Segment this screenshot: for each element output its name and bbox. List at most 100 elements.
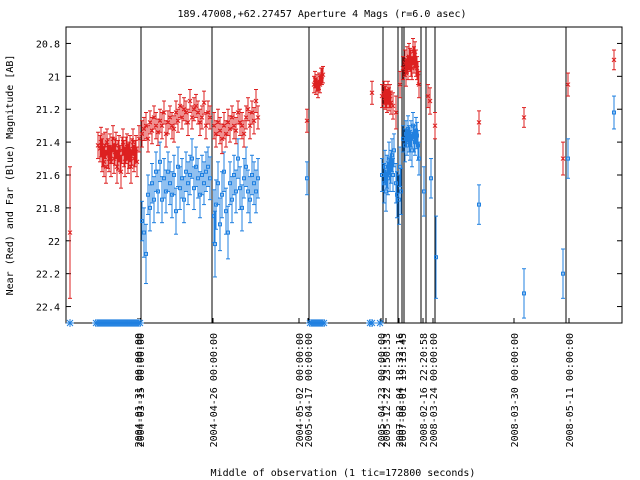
y-tick-label: 22.4	[36, 303, 60, 314]
data-point	[432, 112, 438, 140]
data-point	[399, 167, 403, 215]
point-marker	[144, 251, 148, 256]
data-point	[150, 162, 154, 204]
point-marker	[136, 136, 142, 142]
data-point	[148, 184, 152, 232]
data-point	[192, 166, 196, 211]
point-marker	[183, 110, 189, 115]
baseline-marker	[136, 319, 144, 327]
point-marker	[190, 156, 194, 161]
point-marker	[223, 131, 229, 137]
data-point	[429, 158, 433, 199]
data-point	[434, 215, 438, 299]
data-point	[235, 100, 241, 125]
point-marker	[181, 106, 187, 112]
data-point	[566, 138, 570, 179]
point-marker	[127, 146, 133, 152]
data-point	[560, 141, 566, 176]
point-marker	[409, 65, 415, 71]
data-point	[416, 70, 422, 99]
x-tick-label: 2008-03-30 00:00:00	[510, 333, 521, 447]
point-marker	[251, 118, 257, 124]
data-point	[425, 84, 431, 109]
data-point	[171, 115, 177, 143]
data-point	[197, 108, 203, 137]
x-tick-label: 2008-03-24 00:00:00	[429, 333, 440, 447]
point-marker	[476, 120, 482, 125]
point-marker	[561, 271, 565, 276]
data-point	[207, 105, 213, 130]
data-point	[186, 161, 190, 206]
data-point	[191, 97, 197, 122]
data-point	[152, 176, 156, 224]
point-marker	[236, 156, 240, 161]
data-point	[244, 146, 248, 188]
point-marker	[213, 131, 219, 137]
point-marker	[201, 100, 207, 105]
point-marker	[416, 82, 422, 87]
data-point	[165, 110, 171, 135]
point-marker	[161, 110, 167, 115]
y-tick-label: 21.2	[36, 105, 60, 116]
data-point	[226, 205, 230, 260]
data-point	[213, 120, 219, 148]
x-tick-label: 2004-05-02 00:00:00	[295, 333, 306, 447]
point-marker	[182, 197, 186, 202]
baseline-marker-stroke	[368, 319, 376, 327]
point-marker	[157, 118, 163, 124]
point-marker	[226, 230, 230, 235]
y-tick-label: 21.4	[36, 138, 60, 149]
point-marker	[208, 176, 212, 181]
point-marker	[231, 123, 237, 129]
point-marker	[165, 120, 171, 125]
point-marker	[388, 100, 394, 105]
point-marker	[565, 82, 571, 87]
data-point	[215, 108, 221, 137]
data-point	[190, 138, 194, 179]
data-point	[233, 116, 239, 145]
data-point	[225, 108, 231, 137]
data-point	[193, 93, 199, 118]
point-marker	[213, 242, 217, 247]
data-point	[203, 112, 209, 140]
baseline-marker	[376, 319, 384, 327]
data-point	[477, 184, 481, 225]
data-point	[234, 169, 238, 214]
y-tick-label: 20.8	[36, 39, 60, 50]
point-marker	[220, 192, 224, 197]
data-point	[392, 133, 396, 168]
point-marker	[197, 120, 203, 125]
data-point	[189, 105, 195, 130]
point-marker	[179, 115, 185, 120]
data-point	[245, 97, 251, 122]
point-marker	[189, 115, 195, 120]
data-point	[178, 166, 182, 211]
point-marker	[216, 181, 220, 186]
data-point	[427, 87, 433, 115]
data-point	[612, 95, 616, 130]
chart-title: 189.47008,+62.27457 Aperture 4 Mags (r=6…	[178, 9, 467, 20]
data-point	[246, 169, 250, 214]
point-marker	[397, 82, 403, 87]
point-marker	[369, 90, 375, 96]
point-marker	[427, 98, 433, 104]
data-point	[144, 223, 148, 285]
data-point	[231, 112, 237, 140]
data-point	[243, 105, 249, 130]
point-marker	[432, 123, 438, 129]
data-point	[476, 110, 482, 135]
data-point	[151, 105, 157, 130]
data-point	[249, 100, 255, 125]
data-point	[160, 176, 164, 224]
data-point	[390, 92, 396, 120]
point-marker	[222, 169, 226, 174]
data-point	[185, 108, 191, 137]
point-marker	[225, 120, 231, 125]
data-point	[369, 80, 375, 105]
data-point	[393, 95, 399, 130]
data-point	[102, 131, 108, 160]
point-marker	[244, 164, 248, 169]
point-marker	[199, 115, 205, 120]
